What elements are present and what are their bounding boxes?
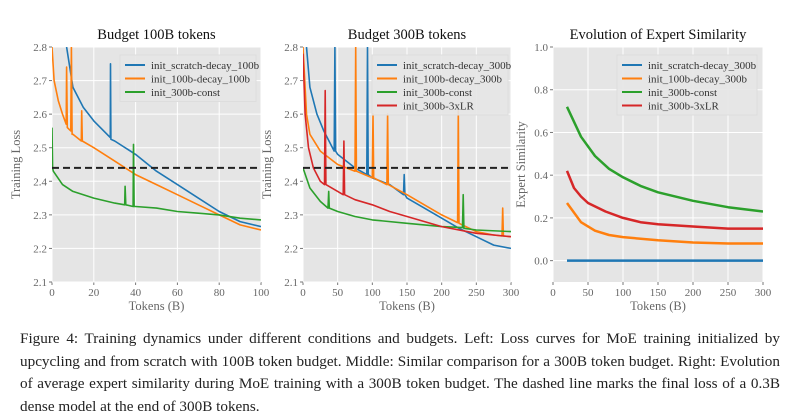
x-tick-label: 100 — [253, 287, 270, 299]
y-tick-label: 2.2 — [33, 243, 47, 255]
y-axis-label: Training Loss — [260, 130, 274, 199]
legend-label: init_300b-const — [648, 87, 717, 99]
y-axis-label: Training Loss — [9, 130, 23, 199]
x-tick-label: 300 — [755, 287, 772, 299]
series-line-init_300b-const — [565, 106, 763, 213]
y-tick-label: 2.3 — [284, 210, 298, 222]
x-tick-label: 20 — [88, 287, 100, 299]
y-tick-label: 0.4 — [534, 170, 548, 182]
y-tick-label: 2.1 — [33, 277, 47, 289]
y-tick-label: 1.0 — [534, 42, 548, 54]
x-tick-label: 40 — [130, 287, 142, 299]
series-line-init_100b-decay_100b — [52, 47, 261, 231]
x-tick-label: 150 — [399, 287, 416, 299]
y-tick-label: 2.7 — [33, 76, 47, 88]
y-tick-label: 2.8 — [33, 42, 47, 54]
y-tick-label: 2.7 — [284, 76, 298, 88]
y-tick-label: 2.1 — [284, 277, 298, 289]
series-line-init_300b-3xLR — [565, 170, 763, 230]
x-tick-label: 50 — [332, 287, 344, 299]
legend-label: init_300b-const — [403, 87, 472, 99]
legend-label: init_300b-3xLR — [648, 101, 720, 113]
series-group — [52, 47, 261, 231]
x-axis-label: Tokens (B) — [630, 299, 686, 313]
legend-label: init_100b-decay_100b — [151, 74, 250, 86]
y-tick-label: 2.5 — [33, 143, 47, 155]
x-tick-label: 200 — [685, 287, 702, 299]
chart-title: Evolution of Expert Similarity — [570, 27, 748, 43]
x-tick-label: 80 — [214, 287, 226, 299]
x-tick-label: 100 — [364, 287, 381, 299]
y-axis-label: Expert Similarity — [514, 121, 528, 208]
x-tick-label: 300 — [503, 287, 520, 299]
y-tick-label: 0.0 — [534, 256, 548, 268]
figure-caption: Figure 4: Training dynamics under differ… — [20, 330, 780, 415]
series-line-init_100b-decay_300b — [565, 202, 763, 245]
legend — [119, 54, 257, 102]
chart-panel-1: 0 50 100 150 200 250 300 2.1 2.2 2.3 2.4 2.5 2.6 2.7 2… — [260, 27, 520, 313]
x-tick-label: 250 — [720, 287, 737, 299]
chart-panel-2: 0 50 100 150 200 250 300 0.0 0.2 0.4 0.6 0.8 1.0 init… — [514, 27, 772, 313]
y-tick-label: 2.5 — [284, 143, 298, 155]
series-group — [303, 47, 511, 250]
x-tick-label: 100 — [615, 287, 632, 299]
x-tick-label: 0 — [49, 287, 55, 299]
x-tick-label: 0 — [550, 287, 556, 299]
x-tick-label: 250 — [468, 287, 485, 299]
series-line-init_300b-3xLR — [303, 53, 511, 238]
x-axis-label: Tokens (B) — [379, 299, 435, 313]
legend-label: init_100b-decay_300b — [648, 74, 747, 86]
legend-label: init_scratch-decay_100b — [151, 60, 260, 72]
y-tick-label: 2.2 — [284, 243, 298, 255]
series-line-init_300b-const — [52, 127, 261, 221]
y-tick-label: 2.3 — [33, 210, 47, 222]
legend-label: init_300b-3xLR — [403, 101, 475, 113]
x-axis-label: Tokens (B) — [129, 299, 185, 313]
chart-title: Budget 100B tokens — [97, 27, 216, 43]
series-group — [565, 106, 763, 262]
x-tick-label: 50 — [583, 287, 595, 299]
series-line-init_scratch-decay_100b — [65, 47, 261, 228]
y-tick-label: 2.6 — [284, 109, 298, 121]
figure: 0 20 40 60 80 100 2.1 2.2 2.3 2.4 2.5 2.6 2.7 2.8 init… — [9, 27, 772, 313]
y-tick-label: 2.4 — [33, 176, 47, 188]
x-tick-label: 200 — [433, 287, 450, 299]
x-tick-label: 60 — [172, 287, 184, 299]
y-tick-label: 2.8 — [284, 42, 298, 54]
y-tick-label: 2.6 — [33, 109, 47, 121]
legend-label: init_100b-decay_300b — [403, 74, 502, 86]
legend-label: init_scratch-decay_300b — [648, 60, 757, 72]
x-tick-label: 0 — [300, 287, 306, 299]
chart-title: Budget 300B tokens — [348, 27, 467, 43]
legend-label: init_300b-const — [151, 87, 220, 99]
y-tick-label: 0.2 — [534, 213, 548, 225]
x-tick-label: 150 — [650, 287, 667, 299]
series-line-init_300b-const — [303, 167, 511, 233]
y-tick-label: 0.8 — [534, 85, 548, 97]
y-tick-label: 0.6 — [534, 127, 548, 139]
y-tick-label: 2.4 — [284, 176, 298, 188]
chart-panel-0: 0 20 40 60 80 100 2.1 2.2 2.3 2.4 2.5 2.6 2.7 2.8 init… — [9, 27, 270, 313]
legend-label: init_scratch-decay_300b — [403, 60, 512, 72]
